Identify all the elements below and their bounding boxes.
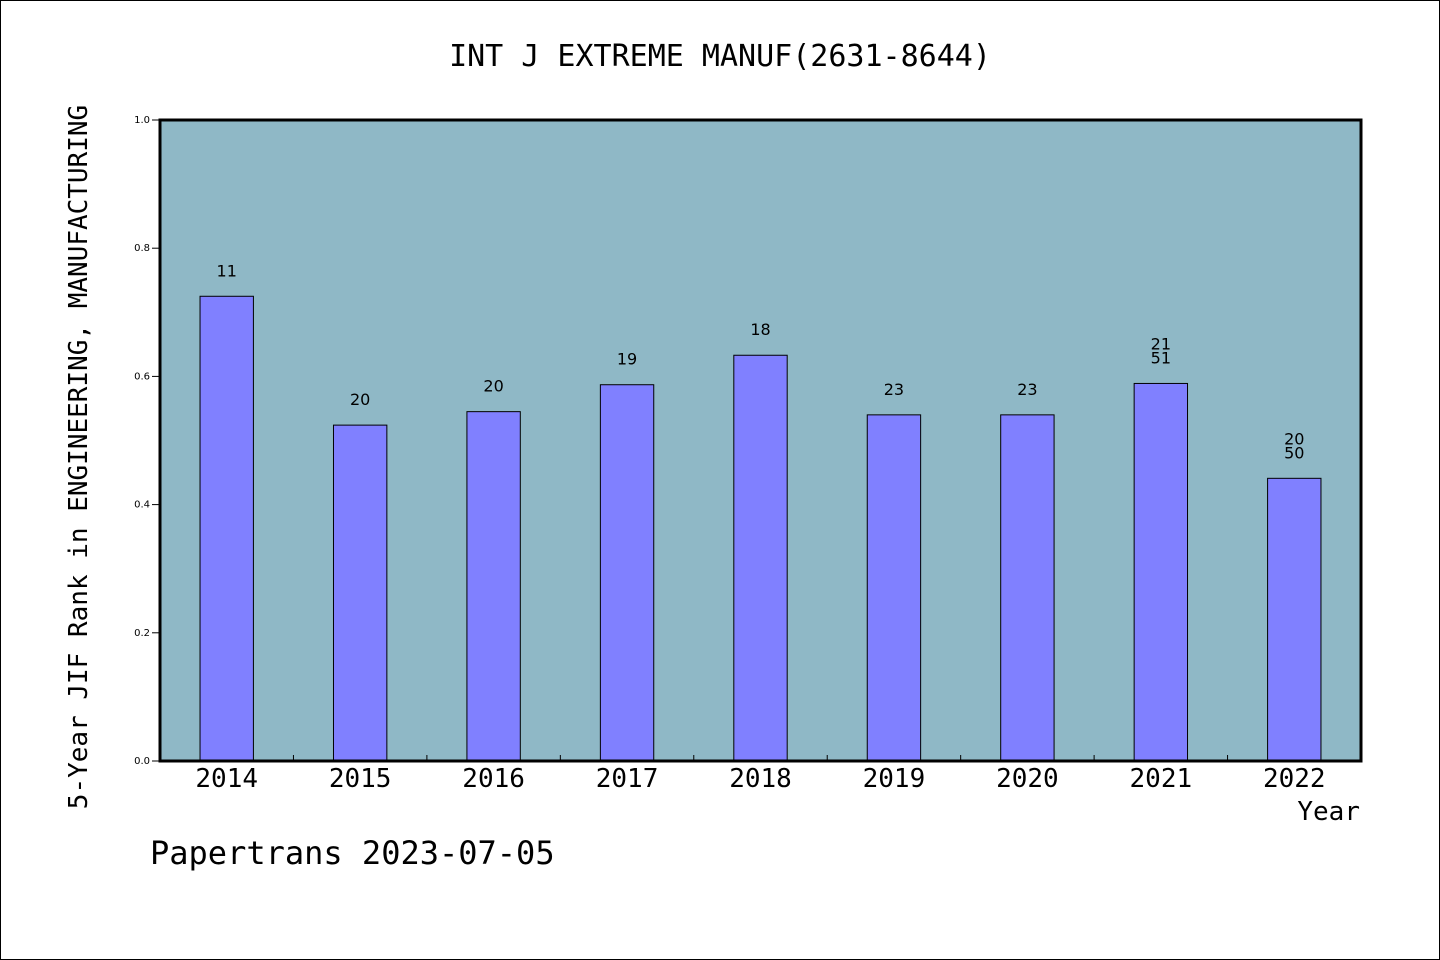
y-axis: 0.0 0.2 0.4 0.6 0.8 1.0 <box>134 115 160 767</box>
bar-label-2019: 23 <box>884 380 904 399</box>
bar-2022 <box>1267 477 1322 762</box>
bar-label-2020: 23 <box>1017 380 1037 399</box>
x-tick-label-2016: 2016 <box>462 764 525 794</box>
bar-label-2016: 20 <box>483 377 503 396</box>
x-tick-label-2015: 2015 <box>329 764 392 794</box>
bar-2016 <box>466 411 521 762</box>
bars-layer <box>199 295 1322 762</box>
bar-2019 <box>866 414 922 762</box>
bar-label-2022-2: 50 <box>1284 443 1304 462</box>
x-tick-label-2020: 2020 <box>996 764 1059 794</box>
bar-label-2022-1: 20 <box>1284 429 1304 448</box>
x-tick-label-2021: 2021 <box>1130 764 1193 794</box>
x-tick-label-2022: 2022 <box>1263 764 1326 794</box>
y-tick-label-0-2: 0.2 <box>134 628 150 639</box>
x-axis-label: Year <box>1297 797 1360 827</box>
y-tick-label-0-4: 0.4 <box>134 500 150 511</box>
bar-label-2017: 19 <box>617 350 637 369</box>
bar-2017 <box>599 384 655 762</box>
x-axis: 2014 2015 2016 2017 2018 2019 2020 2021 2022 <box>195 755 1326 794</box>
bar-label-2014: 11 <box>217 261 237 280</box>
y-axis-label: 5-Year JIF Rank in ENGINEERING, MANUFACT… <box>64 105 94 809</box>
y-tick-label-0-8: 0.8 <box>134 243 150 254</box>
y-tick-label-1-0: 1.0 <box>134 115 150 126</box>
bar-label-2018: 18 <box>750 320 770 339</box>
plot-border <box>158 118 1363 763</box>
bar-2021 <box>1133 382 1189 762</box>
y-tick-label-0-6: 0.6 <box>134 371 150 382</box>
chart-title: INT J EXTREME MANUF(2631-8644) <box>449 39 991 74</box>
bar-2014 <box>199 295 254 762</box>
footer-credit: Papertrans 2023-07-05 <box>150 834 555 872</box>
x-tick-label-2019: 2019 <box>863 764 926 794</box>
x-tick-label-2018: 2018 <box>729 764 792 794</box>
x-tick-label-2017: 2017 <box>596 764 659 794</box>
bar-label-2021-2: 51 <box>1151 348 1171 367</box>
x-tick-label-2014: 2014 <box>195 764 258 794</box>
bar-2015 <box>332 424 388 762</box>
bar-label-2021-1: 21 <box>1151 334 1171 353</box>
bar-2020 <box>1000 414 1055 762</box>
y-tick-label-0-0: 0.0 <box>134 756 150 767</box>
bar-2018 <box>733 354 788 762</box>
bar-label-2015: 20 <box>350 390 370 409</box>
